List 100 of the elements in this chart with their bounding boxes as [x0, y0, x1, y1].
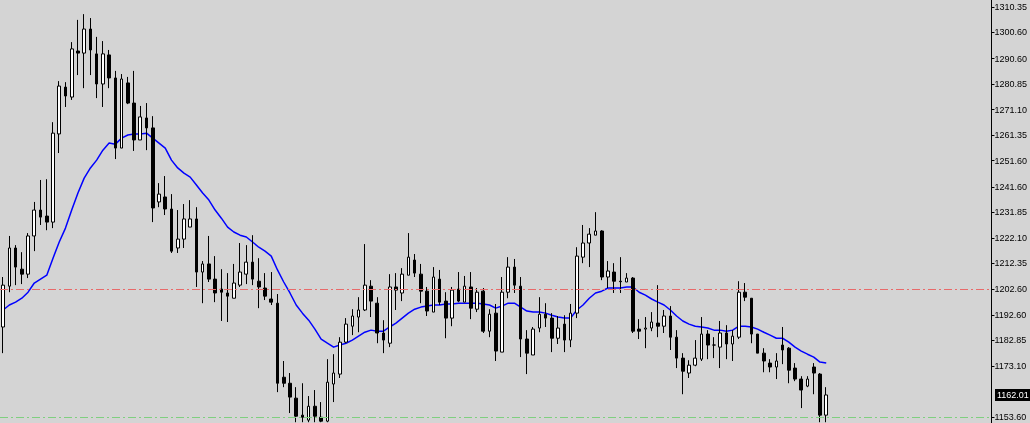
candlestick	[394, 272, 398, 311]
candlestick	[288, 372, 292, 414]
candlestick	[26, 232, 30, 279]
candlestick	[313, 389, 317, 423]
candlestick	[32, 201, 36, 252]
candlestick	[39, 179, 42, 226]
candlestick	[681, 352, 685, 395]
candlestick	[151, 115, 155, 223]
candlestick	[207, 235, 211, 283]
candlestick	[818, 372, 822, 423]
candlestick	[76, 19, 80, 76]
y-tick-label: 1153.60	[994, 411, 1027, 422]
candlestick	[781, 326, 784, 365]
y-tick-label: 1251.60	[994, 155, 1028, 166]
candlestick	[357, 296, 360, 333]
candlestick	[351, 308, 354, 336]
candlestick	[706, 329, 710, 360]
y-tick-label: 1241.60	[994, 181, 1028, 192]
candlestick	[263, 272, 267, 301]
candlestick	[650, 311, 653, 332]
candlestick	[631, 276, 635, 334]
candlestick	[363, 243, 367, 312]
candlestick	[481, 287, 485, 334]
candlestick	[107, 49, 111, 89]
candlestick	[176, 209, 180, 254]
candlestick	[382, 319, 385, 354]
candlestick	[581, 224, 585, 264]
candlestick	[488, 308, 491, 338]
candlestick	[656, 284, 660, 338]
candlestick	[188, 199, 192, 228]
candlestick	[768, 358, 772, 373]
candlestick	[57, 80, 61, 154]
y-tick-label: 1192.60	[994, 309, 1027, 320]
candlestick	[95, 36, 98, 99]
candlestick	[369, 279, 373, 318]
candlestick	[718, 320, 722, 369]
y-tick-label: 1271.10	[994, 104, 1028, 115]
candlestick	[14, 244, 17, 286]
candlestick	[101, 40, 105, 108]
candlestick	[20, 251, 24, 285]
candlestick	[232, 263, 236, 299]
y-tick-label: 1212.35	[994, 258, 1028, 269]
candlestick	[824, 386, 828, 423]
candlestick	[375, 296, 379, 344]
candlestick	[8, 235, 11, 293]
candlestick	[793, 362, 797, 382]
candlestick	[51, 121, 55, 229]
candlestick	[145, 102, 148, 151]
candlestick	[45, 178, 49, 231]
candlestick	[675, 329, 678, 369]
candlestick	[550, 312, 554, 353]
candlestick	[625, 272, 628, 283]
candlestick	[120, 73, 123, 149]
candlestick	[388, 273, 392, 348]
candlestick	[89, 17, 92, 76]
candlestick	[469, 271, 473, 320]
candlestick	[114, 70, 117, 160]
candlestick	[238, 242, 242, 288]
y-tick-label: 1173.10	[994, 360, 1027, 371]
candlestick	[450, 286, 454, 327]
candlestick	[138, 105, 142, 141]
candlestick	[519, 276, 522, 358]
candlestick	[132, 70, 136, 152]
candlestick	[737, 280, 741, 340]
candlestick	[344, 317, 348, 344]
candlestick	[251, 234, 254, 286]
candlestick	[619, 256, 622, 294]
candlestick	[594, 211, 597, 236]
candlestick	[307, 395, 310, 423]
candlestick	[282, 360, 286, 388]
candlestick	[700, 316, 703, 362]
candlestick	[775, 352, 778, 380]
candlestick	[787, 346, 791, 384]
candlestick	[213, 255, 217, 303]
candlestick	[444, 291, 448, 339]
text: 1162.01	[997, 390, 1029, 401]
candlestick	[756, 333, 759, 354]
candlestick	[338, 336, 342, 379]
candlestick	[563, 314, 566, 353]
candlestick	[301, 382, 304, 423]
candlestick	[269, 271, 273, 306]
candlestick	[1, 276, 5, 354]
candlestick	[569, 303, 572, 348]
candlestick	[587, 227, 591, 268]
candlestick	[463, 275, 466, 303]
candlestick	[220, 268, 223, 322]
y-tick-label: 1280.85	[994, 79, 1028, 90]
candlestick	[600, 229, 604, 281]
candlestick	[201, 260, 204, 304]
candlestick	[644, 316, 647, 349]
candlestick	[669, 305, 672, 351]
candlestick	[806, 375, 809, 388]
candlestick	[294, 386, 298, 423]
candlestick	[244, 244, 248, 285]
candlestick	[556, 315, 560, 345]
candlestick	[812, 362, 816, 395]
y-tick-label: 1290.60	[994, 53, 1028, 64]
y-tick-label: 1231.85	[994, 207, 1028, 218]
candlestick	[332, 353, 335, 403]
candlestick	[163, 175, 167, 216]
